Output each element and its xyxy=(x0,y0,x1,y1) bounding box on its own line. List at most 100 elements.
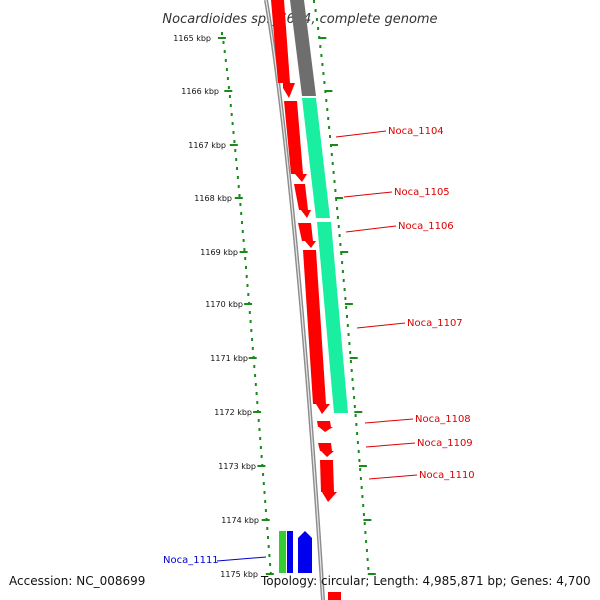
scale-major-tick xyxy=(244,303,253,305)
scale-dot xyxy=(221,32,223,35)
gene-labels: Noca_1104 Noca_1105 Noca_1106 Noca_1107 … xyxy=(163,126,475,566)
scale-dot xyxy=(254,383,257,386)
scale-major-tick xyxy=(248,357,257,359)
scale-dot xyxy=(362,504,365,507)
gene-feature[interactable] xyxy=(328,592,341,600)
scale-dot xyxy=(267,545,270,548)
scale-dot xyxy=(326,108,329,111)
scale-major-tick xyxy=(261,519,270,521)
scale-dot xyxy=(254,374,257,377)
scale-dot xyxy=(236,176,239,179)
scale-dot xyxy=(257,419,260,422)
scale-dot xyxy=(346,315,348,318)
scale-dot xyxy=(363,522,366,525)
scale-dot xyxy=(365,540,368,543)
gene-feature[interactable] xyxy=(302,98,330,218)
gene-label[interactable]: Noca_1106 xyxy=(398,221,454,232)
scale-dot xyxy=(225,68,228,71)
scale-dot xyxy=(334,189,337,192)
scale-major-tick xyxy=(324,90,333,92)
scale-dot xyxy=(263,491,266,494)
scale-dot xyxy=(348,342,351,345)
gene-label[interactable]: Noca_1104 xyxy=(388,126,444,137)
scale-dot xyxy=(347,333,350,336)
gene-label[interactable]: Noca_1105 xyxy=(394,187,450,198)
scale-dot xyxy=(256,401,259,404)
scale-dot xyxy=(330,153,333,156)
scale-dot xyxy=(335,198,338,201)
kbp-scale: 1165 kbp 1166 kbp 1167 kbp 1168 kbp 1169… xyxy=(173,34,259,579)
gene-label[interactable]: Noca_1111 xyxy=(163,555,219,566)
scale-dot xyxy=(246,284,249,287)
scale-dot xyxy=(365,549,368,552)
scale-dot xyxy=(323,81,326,84)
scale-dot xyxy=(224,59,227,62)
gene-label[interactable]: Noca_1110 xyxy=(419,470,475,481)
scale-dot xyxy=(269,563,272,566)
scale-dot xyxy=(331,162,334,165)
scale-dot xyxy=(338,234,341,237)
gene-feature[interactable] xyxy=(320,460,337,502)
scale-dot xyxy=(355,423,358,426)
kbp-label: 1167 kbp xyxy=(188,141,226,150)
scale-dot xyxy=(233,140,236,143)
kbp-label: 1173 kbp xyxy=(218,462,256,471)
scale-dot xyxy=(333,180,336,183)
gene-feature[interactable] xyxy=(318,443,334,457)
gene-label[interactable]: Noca_1109 xyxy=(417,438,473,449)
gene-feature[interactable] xyxy=(298,223,316,248)
scale-dot xyxy=(227,86,230,89)
scale-dot xyxy=(328,126,331,129)
gene-label[interactable]: Noca_1107 xyxy=(407,318,463,329)
gene-feature[interactable] xyxy=(284,101,307,182)
label-leaders xyxy=(216,130,418,562)
scale-dot xyxy=(231,122,234,125)
gene-label[interactable]: Noca_1108 xyxy=(415,414,471,425)
gene-feature[interactable] xyxy=(290,0,316,96)
scale-dot xyxy=(332,171,335,174)
scale-major-tick xyxy=(335,197,344,199)
scale-major-tick xyxy=(234,197,243,199)
scale-dot xyxy=(319,45,322,48)
kbp-label: 1166 kbp xyxy=(181,87,219,96)
kbp-label: 1168 kbp xyxy=(194,194,232,203)
gene-feature[interactable] xyxy=(294,184,311,218)
scale-dot xyxy=(349,351,352,354)
gene-feature[interactable] xyxy=(303,250,330,414)
scale-dot xyxy=(359,477,362,480)
scale-dot xyxy=(258,428,261,431)
scale-dot xyxy=(366,558,369,561)
scale-dot xyxy=(259,437,262,440)
leader-line xyxy=(335,130,387,138)
scale-major-tick xyxy=(265,573,274,575)
scale-major-tick xyxy=(330,144,338,146)
scale-dot xyxy=(262,482,265,485)
scale-major-tick xyxy=(253,411,262,413)
scale-dot xyxy=(343,288,346,291)
gene-feature[interactable] xyxy=(279,531,286,573)
scale-dot xyxy=(259,446,262,449)
scale-dot xyxy=(315,18,318,21)
scale-dot xyxy=(351,378,354,381)
scale-major-tick xyxy=(349,357,358,359)
gene-feature[interactable] xyxy=(317,421,333,432)
scale-dot xyxy=(346,324,349,327)
scale-major-tick xyxy=(344,303,353,305)
gene-feature[interactable] xyxy=(271,0,295,98)
scale-dot xyxy=(245,275,248,278)
scale-dot xyxy=(336,216,339,219)
kbp-label: 1172 kbp xyxy=(214,408,252,417)
kbp-label: 1171 kbp xyxy=(210,354,248,363)
gene-feature[interactable] xyxy=(298,531,312,573)
gene-feature[interactable] xyxy=(317,222,348,413)
scale-major-tick xyxy=(217,37,226,39)
scale-dot xyxy=(250,329,253,332)
gene-feature[interactable] xyxy=(287,531,293,573)
scale-dot xyxy=(359,468,362,471)
scale-dot xyxy=(367,567,370,570)
scale-dot xyxy=(229,104,232,107)
leader-line xyxy=(216,556,267,562)
scale-dot xyxy=(241,230,244,233)
scale-major-tick xyxy=(224,90,233,92)
